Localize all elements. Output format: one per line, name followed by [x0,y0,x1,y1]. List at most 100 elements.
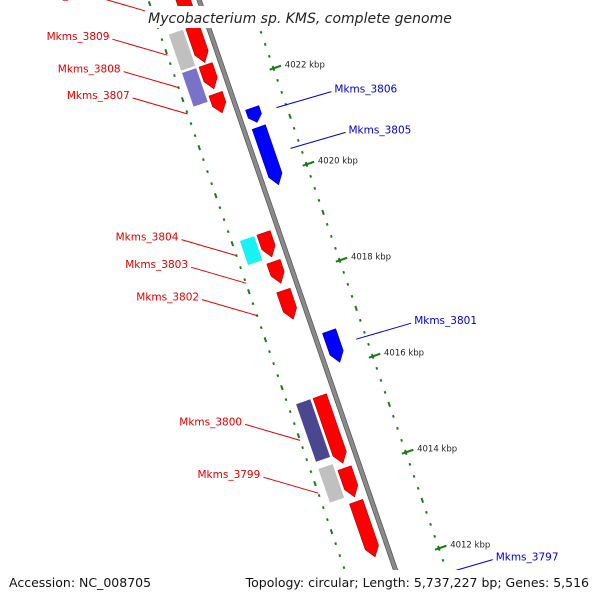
tick-mark [434,544,447,551]
gene-label-leader [181,239,237,257]
tick-dot-right [280,90,284,94]
tick-dot-left [147,0,152,7]
tick-dot-left [255,314,259,318]
tick-dot-left [239,266,242,270]
tick-dot-right [288,113,292,120]
accession-text: Accession: NC_008705 [9,575,151,590]
tick-dot-left [230,240,235,247]
map-title: Mycobacterium sp. KMS, complete genome [148,11,452,27]
cds-block [318,464,345,503]
gene-label-leader [132,97,188,115]
tick-dot-right [387,401,391,408]
gene-label: Mkms_3803 [125,259,188,271]
gene-label: Mkms_3804 [116,232,179,244]
gene-arrow [198,62,218,90]
gene-label: Mkms_3801 [414,315,477,327]
gene-label-leader [290,131,346,149]
tick-dot-right [301,150,304,154]
gene-label-leader [244,423,301,441]
tick-dot-left [329,528,334,535]
tick-dot-right [267,54,271,58]
backbone-line [197,0,408,600]
tick-dot-left [326,518,329,522]
tick-dot-right [392,414,395,418]
gene-label: Mkms_3800 [179,416,242,428]
tick-dot-right [296,138,300,142]
tick-dot-right [313,186,317,190]
tick-dot-right [263,42,267,46]
footer-background [0,570,600,600]
tick-dot-left [321,506,325,510]
gene-arrow [276,287,297,320]
tick-dot-right [375,366,379,370]
tick-dot-right [383,390,387,394]
gene-arrow [312,393,347,464]
gene-arrow [208,91,227,114]
tick-dot-right [354,305,358,312]
tick-mark [269,64,282,71]
tick-label: 4012 kbp [450,541,490,551]
gene-label-leader [263,476,319,494]
tick-dot-right [425,510,428,514]
backbone-track [196,0,409,600]
cds-track [168,29,345,503]
tick-dot-left [202,158,205,162]
gene-label: Mkms_3799 [197,469,260,481]
tick-label: 4016 kbp [384,349,424,359]
tick-dot-left [218,206,222,210]
tick-dot-right [276,78,279,82]
tick-dot-left [235,254,238,258]
tick-dot-right [379,378,383,382]
tick-dot-left [296,432,301,439]
gene-arrow [245,105,262,123]
gene-arrow [185,23,209,63]
gene-label-track: Mkms_3810 Mkms_3809 Mkms_3808 Mkms_3807 Mkms… [32,0,559,577]
tick-dot-left [185,110,189,114]
tick-label: 4014 kbp [417,445,457,455]
tick-dot-left [284,398,288,402]
tick-dot-right [321,209,325,216]
gene-arrow [251,124,283,186]
tick-dot-right [400,438,403,442]
tick-dot-right [329,234,333,238]
tick-dot-right [259,30,263,34]
tick-dot-left [226,230,230,234]
gene-label-leader [201,299,258,317]
gene-arrow [337,465,359,498]
tick-label: 4018 kbp [351,253,391,263]
tick-dot-right [441,558,445,562]
gene-label-leader [105,0,154,14]
tick-dot-left [206,170,209,174]
tick-dot-right [367,342,370,346]
tick-dot-left [193,134,197,138]
tick-dot-left [173,74,176,78]
tick-dot-right [396,426,399,430]
tick-dot-right [429,522,432,526]
tick-dot-left [338,554,342,558]
tick-dot-left [334,542,338,546]
tick-dot-left [222,218,226,222]
tick-dot-right [292,126,296,130]
tick-dot-right [342,270,346,274]
tick-dot-left [342,566,346,570]
tick-dot-right [420,497,425,504]
gene-label-leader [190,266,247,284]
gene-label: Mkms_3797 [496,552,559,564]
tick-dot-left [263,336,268,343]
tick-mark [335,256,348,263]
tick-dot-right [358,318,362,322]
tick-dot-left [272,362,276,366]
tick-dot-left [309,470,313,474]
gene-label: Mkms_3807 [67,90,130,102]
gene-label: Mkms_3802 [136,292,199,304]
tick-dot-left [317,494,321,498]
tick-dot-left [210,182,213,186]
tick-dot-right [408,462,412,466]
tick-dot-left [268,350,271,354]
gene-arrow [256,230,276,258]
tick-mark [368,352,381,359]
tick-dot-right [309,174,313,178]
gene-arrow [322,328,344,363]
tick-dot-left [313,480,317,487]
tick-dot-left [164,48,168,55]
